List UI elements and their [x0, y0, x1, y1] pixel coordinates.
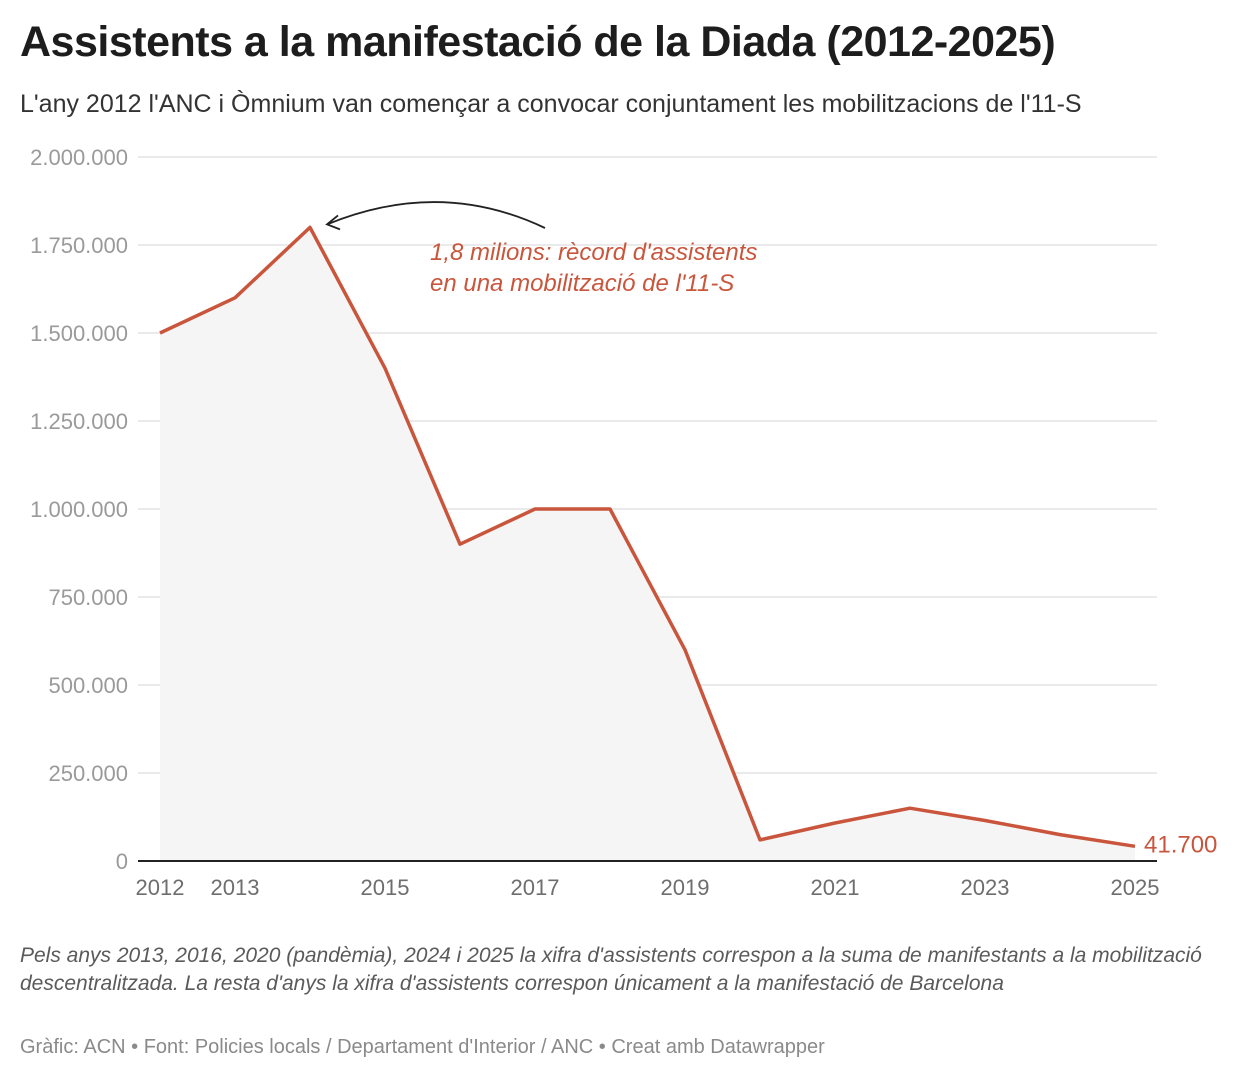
- y-tick-label: 750.000: [48, 585, 128, 610]
- area-fill: [160, 227, 1135, 861]
- y-axis-tick-labels: 0 250.000 500.000 750.000 1.000.000 1.250.000…: [30, 145, 128, 874]
- x-tick-label: 2021: [811, 875, 860, 900]
- annotation-arrowhead: [325, 214, 341, 231]
- annotation-line-2: en una mobilització de l'11-S: [430, 270, 734, 297]
- y-tick-label: 500.000: [48, 673, 128, 698]
- series-line-assistents: [159, 225, 1136, 849]
- x-tick-label: 2017: [511, 875, 560, 900]
- x-tick-label: 2013: [211, 875, 260, 900]
- line-area-chart: 0 250.000 500.000 750.000 1.000.000 1.250.000…: [30, 145, 1217, 900]
- source-credit: Gràfic: ACN • Font: Policies locals / De…: [20, 1036, 825, 1058]
- x-axis-tick-labels: 2012 2013 2015 2017 2019 2021 2023 2025: [136, 875, 1160, 900]
- y-tick-label: 250.000: [48, 761, 128, 786]
- chart-subtitle: L'any 2012 l'ANC i Òmnium van començar a…: [20, 90, 1082, 118]
- y-tick-label: 1.250.000: [30, 409, 128, 434]
- x-tick-label: 2019: [661, 875, 710, 900]
- x-tick-label: 2025: [1111, 875, 1160, 900]
- end-value-label: 41.700: [1144, 831, 1217, 858]
- y-tick-label: 1.750.000: [30, 233, 128, 258]
- y-tick-label: 0: [116, 849, 128, 874]
- y-tick-label: 1.000.000: [30, 497, 128, 522]
- footnote: Pels anys 2013, 2016, 2020 (pandèmia), 2…: [20, 944, 1202, 995]
- x-tick-label: 2023: [961, 875, 1010, 900]
- y-tick-label: 1.500.000: [30, 321, 128, 346]
- chart-title: Assistents a la manifestació de la Diada…: [20, 18, 1056, 66]
- y-tick-label: 2.000.000: [30, 145, 128, 170]
- annotation-arrow: [326, 201, 546, 229]
- x-tick-label: 2012: [136, 875, 185, 900]
- annotation-line-1: 1,8 milions: rècord d'assistents: [430, 239, 757, 266]
- x-tick-label: 2015: [361, 875, 410, 900]
